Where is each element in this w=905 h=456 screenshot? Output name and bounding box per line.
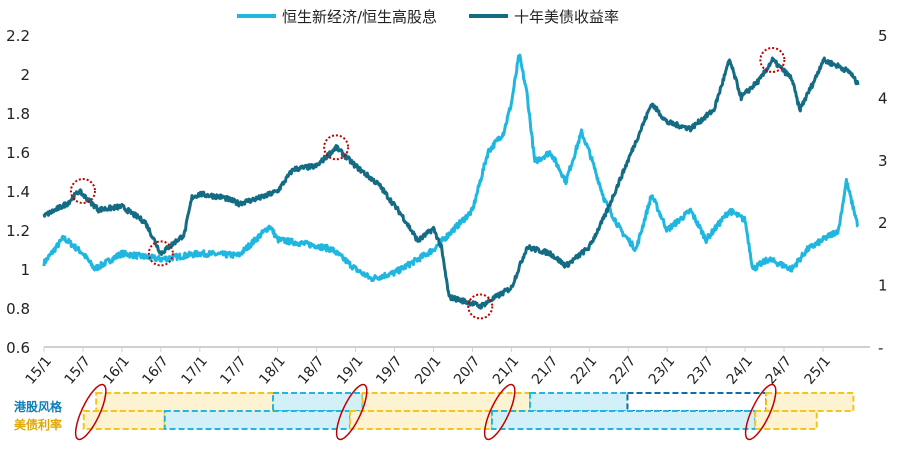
band-segment-growth: [529, 392, 629, 412]
band-segment-growth: [490, 410, 757, 430]
turning-point-ellipse: [483, 383, 516, 441]
series-line-ratio: [42, 53, 859, 283]
x-tick-label: 18/1: [256, 353, 288, 387]
highlight-circle: [147, 240, 174, 267]
highlight-circle: [759, 46, 786, 73]
band-segment-growth: [163, 410, 352, 430]
band-segment-growth: [272, 392, 364, 412]
x-tick-label: 17/1: [178, 353, 210, 387]
band-row-label-hk: 港股风格: [14, 399, 63, 414]
x-tick-label: 16/7: [139, 353, 171, 387]
x-tick-label: 20/7: [451, 353, 483, 387]
band-segment-neutral: [626, 392, 768, 412]
left-tick-label: 1.6: [6, 144, 30, 162]
left-tick-label: 1.4: [6, 183, 30, 201]
x-tick-label: 15/1: [23, 353, 55, 387]
x-tick-label: 15/7: [62, 353, 94, 387]
left-tick-label: 0.6: [6, 339, 30, 357]
left-tick-label: 2.2: [6, 27, 30, 45]
right-tick-label: 2: [878, 214, 888, 232]
highlight-circle: [467, 293, 494, 320]
right-tick-label: 3: [878, 152, 888, 170]
x-tick-label: 18/7: [295, 353, 327, 387]
left-tick-label: 2: [20, 66, 30, 84]
band-segment-value: [765, 392, 855, 412]
band-segment-value: [361, 392, 532, 412]
turning-point-ellipse: [744, 383, 777, 441]
band-segment-value: [754, 410, 818, 430]
x-tick-label: 21/7: [529, 353, 561, 387]
x-tick-label: 19/7: [373, 353, 405, 387]
x-tick-label: 19/1: [334, 353, 366, 387]
legend-label-ratio: 恒生新经济/恒生高股息: [282, 8, 437, 26]
left-tick-label: 1.8: [6, 105, 30, 123]
band-segment-value: [82, 410, 166, 430]
left-tick-label: 1: [20, 261, 30, 279]
x-tick-label: 20/1: [412, 353, 444, 387]
right-tick-label: 5: [878, 27, 888, 45]
right-tick-label: 1: [878, 277, 888, 295]
highlight-circle: [323, 134, 350, 161]
left-tick-label: 0.8: [6, 300, 30, 318]
x-tick-label: 23/7: [685, 353, 717, 387]
right-tick-label: -: [878, 339, 883, 357]
band-segment-value: [95, 392, 275, 412]
band-segment-value: [349, 410, 493, 430]
x-tick-label: 21/1: [490, 353, 522, 387]
band-row-label-ust: 美债利率: [14, 417, 62, 432]
right-tick-label: 4: [878, 89, 888, 107]
turning-point-ellipse: [335, 383, 368, 441]
x-tick-label: 23/1: [646, 353, 678, 387]
legend: 恒生新经济/恒生高股息 十年美债收益率: [237, 8, 619, 26]
x-tick-label: 22/1: [568, 353, 600, 387]
x-tick-label: 24/7: [763, 353, 795, 387]
x-tick-label: 16/1: [100, 353, 132, 387]
highlight-circle: [69, 178, 96, 204]
x-tick-label: 24/1: [724, 353, 756, 387]
turning-point-ellipse: [74, 383, 107, 441]
left-tick-label: 1.2: [6, 222, 30, 240]
x-tick-label: 22/7: [607, 353, 639, 387]
x-tick-label: 25/1: [802, 353, 834, 387]
x-tick-label: 17/7: [217, 353, 249, 387]
legend-label-yield: 十年美债收益率: [514, 8, 619, 26]
series-line-yield: [42, 56, 860, 310]
